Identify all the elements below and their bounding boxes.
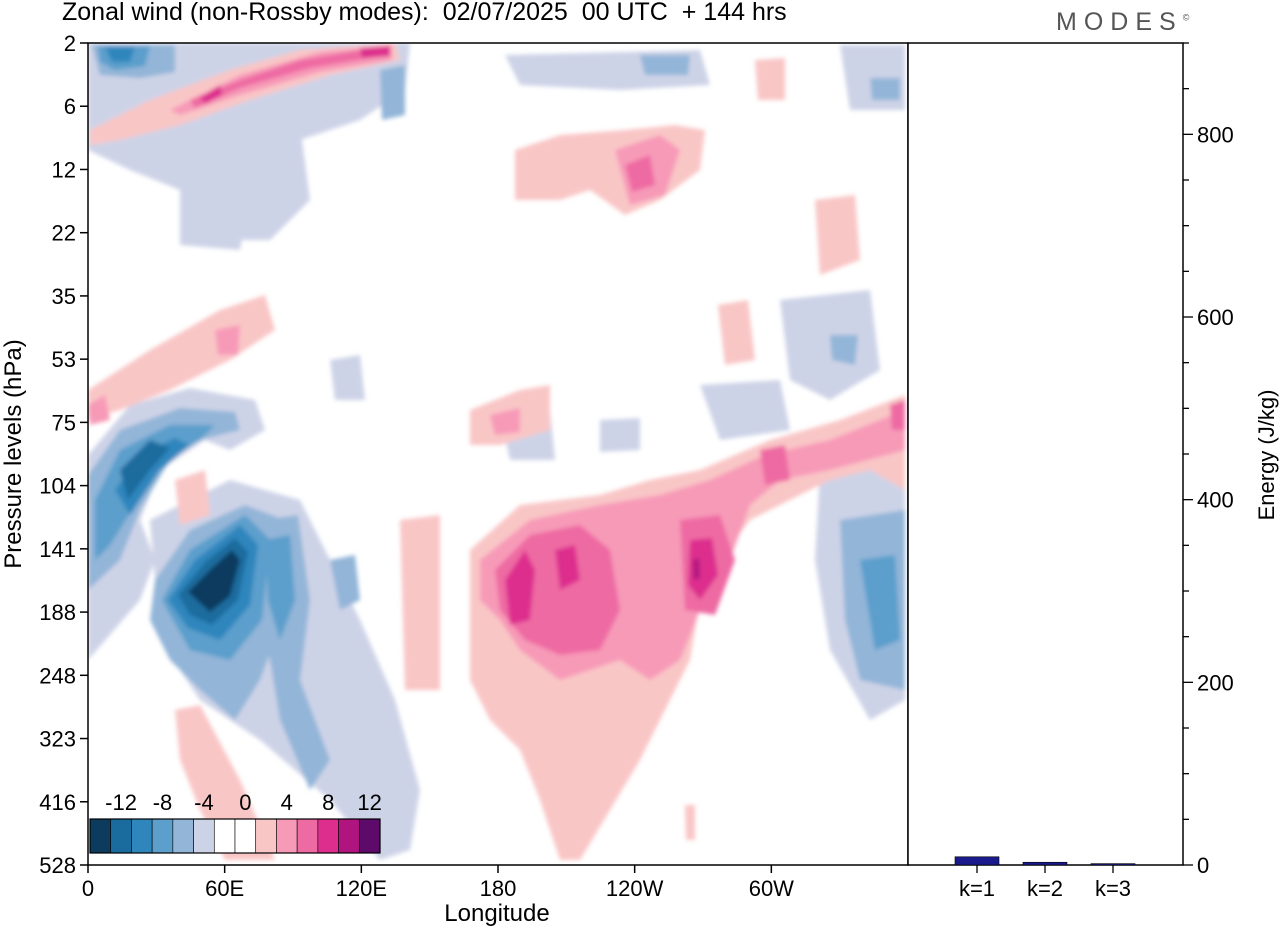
colorbar-legend: -12 -8 -4 0 4 8 12 <box>89 790 382 854</box>
y-tick-label: 416 <box>39 790 76 815</box>
negative-shading <box>88 43 905 860</box>
bar-y-tick-label: 200 <box>1197 670 1234 695</box>
energy-bar <box>954 856 1000 866</box>
y-tick-label: 528 <box>39 853 76 878</box>
bar-category-label: k=3 <box>1095 876 1131 901</box>
colorbar-swatch <box>151 818 174 854</box>
colorbar-swatch <box>131 818 153 854</box>
y-tick-label: 53 <box>52 347 76 372</box>
y-tick-label: 22 <box>52 221 76 246</box>
bar-chart-frame <box>907 42 1184 866</box>
colorbar-swatch <box>276 818 298 854</box>
colorbar-swatch <box>110 818 132 854</box>
modes-logo: MODES© <box>1056 8 1189 37</box>
bar-y-tick-label: 800 <box>1197 122 1234 147</box>
colorbar-swatch <box>317 818 339 854</box>
y-tick-label: 75 <box>52 410 76 435</box>
colorbar-swatch <box>89 818 112 854</box>
chart-title: Zonal wind (non-Rossby modes): 02/07/202… <box>62 0 787 26</box>
bar-chart-axes: 0 200 400 600 800 k=1 k=2 k=3 <box>959 42 1234 901</box>
y-tick-label: 6 <box>64 94 76 119</box>
logo-copyright-mark: © <box>1182 12 1190 23</box>
bar-y-axis-label: Energy (J/kg) <box>1254 390 1279 521</box>
colorbar-swatch <box>213 818 236 854</box>
colorbar-label: -12 <box>105 790 137 815</box>
y-tick-label: 141 <box>39 537 76 562</box>
colorbar-label: 4 <box>281 790 293 815</box>
heatmap-axes: 0 60E 120E 180 120W 60W 2 6 12 22 35 53 75 104 141 188 2… <box>39 31 794 901</box>
colorbar-label: 0 <box>239 790 251 815</box>
colorbar-swatch <box>338 818 360 854</box>
x-axis-label: Longitude <box>444 900 549 927</box>
bar-y-tick-label: 600 <box>1197 305 1234 330</box>
bar-category-label: k=1 <box>959 876 995 901</box>
colorbar-swatch <box>193 818 215 854</box>
y-tick-label: 12 <box>52 157 76 182</box>
colorbar-swatch <box>234 818 257 854</box>
colorbar-label: -8 <box>153 790 173 815</box>
positive-shading <box>88 43 905 860</box>
x-tick-label: 0 <box>82 876 94 901</box>
colorbar-swatch <box>358 818 381 854</box>
y-tick-label: 248 <box>39 663 76 688</box>
x-tick-label: 120W <box>606 876 664 901</box>
x-tick-label: 180 <box>480 876 517 901</box>
colorbar-frame <box>89 818 381 854</box>
energy-bar <box>1022 861 1068 866</box>
y-tick-label: 2 <box>64 31 76 56</box>
colorbar-swatch <box>255 818 277 854</box>
bar-series <box>954 856 1136 866</box>
colorbar-swatch <box>172 818 194 854</box>
bar-category-label: k=2 <box>1027 876 1063 901</box>
y-axis-label: Pressure levels (hPa) <box>0 339 27 568</box>
colorbar-label: -4 <box>194 790 214 815</box>
energy-bar <box>1090 863 1136 866</box>
x-tick-label: 120E <box>336 876 387 901</box>
contour-fields <box>88 43 905 860</box>
y-tick-label: 35 <box>52 284 76 309</box>
colorbar-label: 12 <box>357 790 381 815</box>
y-tick-label: 323 <box>39 727 76 752</box>
x-tick-label: 60W <box>749 876 794 901</box>
bar-y-tick-label: 0 <box>1197 853 1209 878</box>
y-tick-label: 188 <box>39 600 76 625</box>
heatmap-plot: 0 60E 120E 180 120W 60W 2 6 12 22 35 53 75 104 141 188 2… <box>0 31 909 927</box>
energy-bar-chart: 0 200 400 600 800 k=1 k=2 k=3 Energy (J/kg) <box>907 42 1279 901</box>
y-tick-label: 104 <box>39 474 76 499</box>
logo-text: MODES <box>1056 8 1183 36</box>
bar-y-tick-label: 400 <box>1197 488 1234 513</box>
colorbar-swatch <box>296 818 319 854</box>
x-tick-label: 60E <box>205 876 244 901</box>
colorbar-label: 8 <box>322 790 334 815</box>
